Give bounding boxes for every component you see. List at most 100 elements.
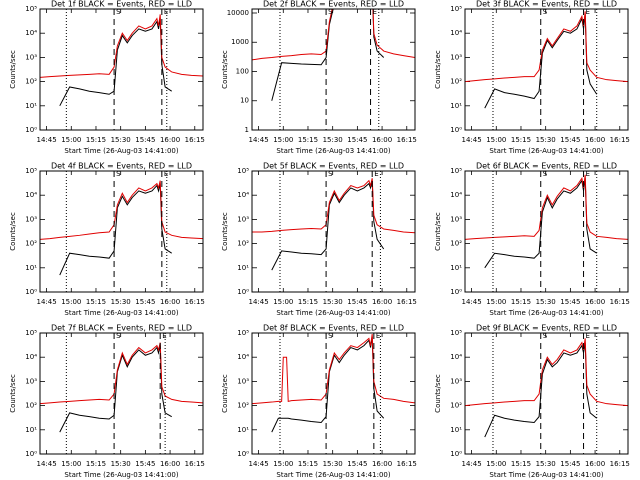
y-tick-label: 10² bbox=[25, 402, 37, 410]
y-axis-label: Counts/sec bbox=[221, 212, 229, 251]
marker-label: S bbox=[328, 332, 333, 340]
x-tick-label: 16:15 bbox=[397, 136, 417, 144]
x-axis-label: Start Time (26-Aug-03 14:41:00) bbox=[64, 309, 178, 317]
y-axis-label: Counts/sec bbox=[9, 50, 17, 89]
panel: Det 7f BLACK = Events, RED = LLD Start Ti… bbox=[9, 324, 205, 480]
panel-title: Det 7f BLACK = Events, RED = LLD bbox=[51, 324, 192, 333]
y-tick-label: 10⁰ bbox=[450, 126, 462, 134]
panel: Det 4f BLACK = Events, RED = LLD Start Ti… bbox=[9, 162, 205, 318]
x-tick-label: 15:45 bbox=[135, 298, 155, 306]
x-axis-label: Start Time (26-Aug-03 14:41:00) bbox=[276, 147, 390, 155]
y-tick-label: 10¹ bbox=[237, 426, 249, 434]
y-tick-label: 10⁴ bbox=[450, 29, 462, 37]
x-tick-label: 15:45 bbox=[347, 298, 367, 306]
plot-frame bbox=[39, 332, 204, 455]
x-tick-label: 14:45 bbox=[461, 136, 481, 144]
y-tick-label: 10⁰ bbox=[25, 450, 37, 458]
x-tick-label: 16:00 bbox=[585, 136, 605, 144]
y-tick-label: 10 bbox=[240, 97, 249, 105]
x-tick-label: 16:00 bbox=[160, 460, 180, 468]
x-tick-label: 15:15 bbox=[86, 460, 106, 468]
marker-label: E bbox=[164, 8, 168, 16]
data-line bbox=[40, 180, 203, 240]
x-tick-label: 14:45 bbox=[248, 136, 268, 144]
x-tick-label: 14:45 bbox=[461, 460, 481, 468]
y-axis-label: Counts/sec bbox=[221, 374, 229, 413]
x-tick-label: 15:30 bbox=[536, 136, 556, 144]
panel-title: Det 2f BLACK = Events, RED = LLD bbox=[263, 0, 404, 9]
marker-label: E bbox=[162, 332, 166, 340]
y-tick-label: 10² bbox=[450, 402, 462, 410]
x-tick-label: 15:00 bbox=[61, 136, 81, 144]
marker-label: S bbox=[543, 170, 548, 178]
x-tick-label: 15:00 bbox=[273, 136, 293, 144]
plot-area bbox=[252, 9, 415, 101]
marker-label: S bbox=[543, 332, 548, 340]
x-tick-label: 15:45 bbox=[135, 136, 155, 144]
x-axis-label: Start Time (26-Aug-03 14:41:00) bbox=[276, 309, 390, 317]
x-tick-label: 14:45 bbox=[36, 460, 56, 468]
plot-area bbox=[252, 334, 415, 433]
x-tick-label: 15:00 bbox=[273, 460, 293, 468]
plot-frame bbox=[251, 170, 416, 293]
y-tick-label: 1 bbox=[245, 126, 249, 134]
x-tick-label: 16:15 bbox=[397, 298, 417, 306]
plot-frame bbox=[39, 8, 204, 131]
y-tick-label: 10¹ bbox=[450, 264, 462, 272]
marker-label: E bbox=[586, 170, 590, 178]
x-axis-label: Start Time (26-Aug-03 14:41:00) bbox=[489, 471, 603, 479]
data-line bbox=[271, 9, 385, 101]
x-tick-label: 15:00 bbox=[273, 298, 293, 306]
y-tick-label: 10⁰ bbox=[450, 288, 462, 296]
y-tick-label: 10³ bbox=[25, 377, 37, 385]
y-tick-label: 10⁰ bbox=[25, 288, 37, 296]
x-tick-label: 15:15 bbox=[86, 298, 106, 306]
y-tick-label: 10⁵ bbox=[450, 329, 462, 337]
x-tick-label: 14:45 bbox=[248, 298, 268, 306]
x-tick-label: 15:45 bbox=[560, 460, 580, 468]
panel: Det 1f BLACK = Events, RED = LLD Start Ti… bbox=[9, 0, 205, 155]
y-tick-label: 10³ bbox=[25, 53, 37, 61]
y-tick-label: 10⁰ bbox=[450, 450, 462, 458]
x-tick-label: 15:15 bbox=[298, 136, 318, 144]
panel-title: Det 6f BLACK = Events, RED = LLD bbox=[476, 162, 617, 171]
x-tick-label: 15:45 bbox=[135, 460, 155, 468]
x-tick-label: 15:30 bbox=[536, 460, 556, 468]
data-line bbox=[252, 178, 415, 234]
panel: Det 2f BLACK = Events, RED = LLD Start Ti… bbox=[221, 0, 417, 155]
panel: Det 3f BLACK = Events, RED = LLD Start Ti… bbox=[434, 0, 630, 155]
x-tick-label: 16:15 bbox=[610, 298, 630, 306]
plot-frame bbox=[464, 8, 629, 131]
x-tick-label: 15:00 bbox=[486, 298, 506, 306]
y-tick-label: 10⁵ bbox=[25, 167, 37, 175]
plot-frame bbox=[251, 8, 416, 131]
x-tick-label: 15:15 bbox=[511, 298, 531, 306]
y-tick-label: 10⁴ bbox=[450, 353, 462, 361]
panel-title: Det 4f BLACK = Events, RED = LLD bbox=[51, 162, 192, 171]
x-tick-label: 16:00 bbox=[160, 136, 180, 144]
x-axis-label: Start Time (26-Aug-03 14:41:00) bbox=[489, 309, 603, 317]
plot-frame bbox=[251, 332, 416, 455]
y-tick-label: 10³ bbox=[25, 215, 37, 223]
y-tick-label: 10³ bbox=[237, 377, 249, 385]
y-tick-label: 10⁵ bbox=[237, 167, 249, 175]
data-line bbox=[40, 342, 203, 405]
y-tick-label: 10⁴ bbox=[237, 353, 249, 361]
y-tick-label: 1000 bbox=[231, 38, 249, 46]
data-line bbox=[252, 334, 415, 405]
y-tick-label: 10⁵ bbox=[25, 5, 37, 13]
y-tick-label: 10¹ bbox=[450, 426, 462, 434]
y-tick-label: 10² bbox=[450, 78, 462, 86]
x-tick-label: 14:45 bbox=[248, 460, 268, 468]
x-tick-label: 16:15 bbox=[185, 460, 205, 468]
data-line bbox=[40, 14, 203, 78]
panel-title: Det 5f BLACK = Events, RED = LLD bbox=[263, 162, 404, 171]
x-tick-label: 15:45 bbox=[560, 298, 580, 306]
y-tick-label: 10⁴ bbox=[25, 29, 37, 37]
panel: Det 9f BLACK = Events, RED = LLD Start Ti… bbox=[434, 324, 630, 480]
x-tick-label: 16:00 bbox=[372, 460, 392, 468]
plot-area bbox=[465, 11, 628, 109]
panel-title: Det 8f BLACK = Events, RED = LLD bbox=[263, 324, 404, 333]
y-tick-label: 10⁴ bbox=[25, 191, 37, 199]
